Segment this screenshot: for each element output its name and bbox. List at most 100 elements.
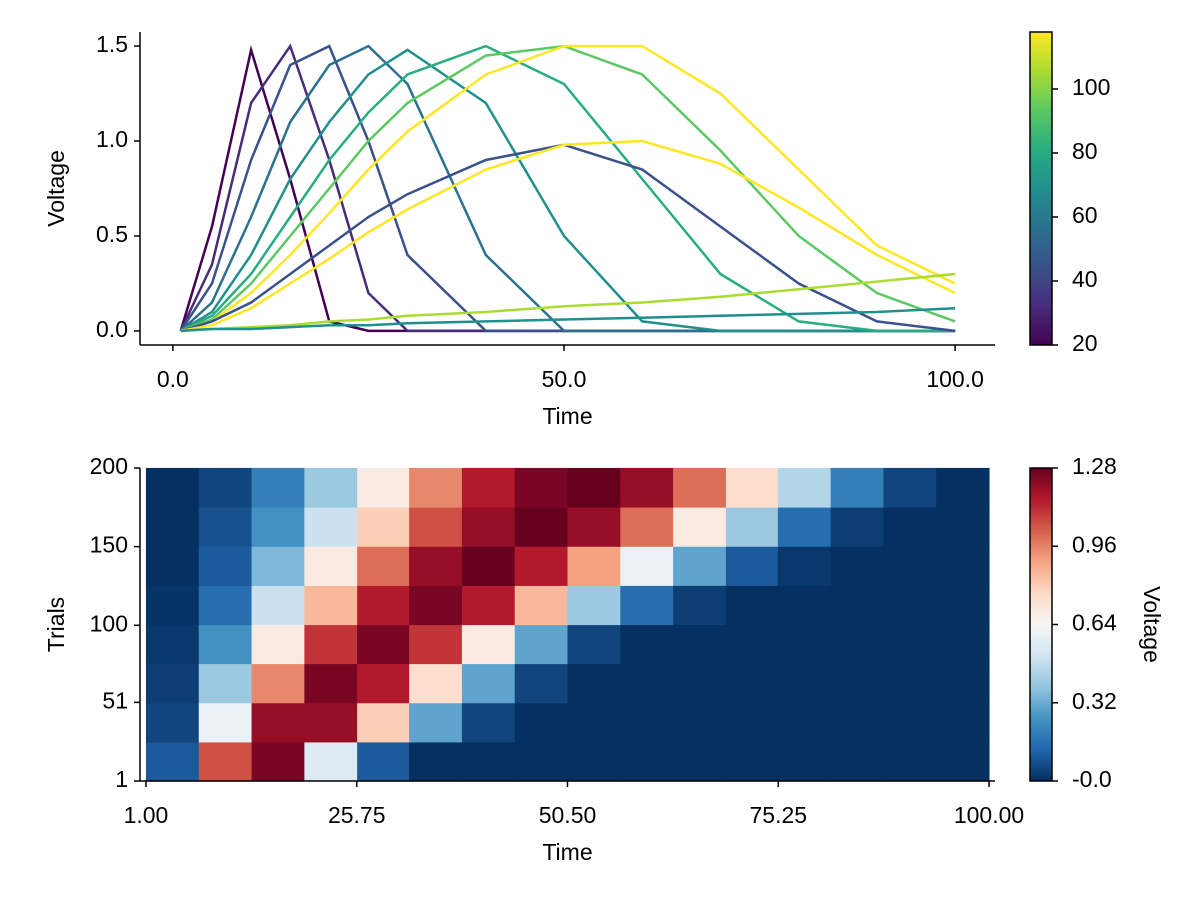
heatmap-cell [357,546,411,586]
heatmap-cell [567,546,621,586]
heatmap-cell [409,624,463,665]
heatmap-cell [514,546,568,586]
y-tick-label: 1.5 [96,31,128,57]
heatmap-cell [777,741,832,782]
heatmap-cell [514,741,568,782]
colorbar-tick-label: 100 [1072,74,1110,100]
data-line [180,44,956,333]
heatmap-cell [620,507,674,547]
y-tick-label: 0.5 [96,221,128,247]
heatmap-cell [567,624,621,665]
y-axis-label: Voltage [43,150,69,227]
colorbar-tick-label: 20 [1072,330,1098,356]
heatmap-cell [198,741,253,782]
heatmap-cell [620,467,674,508]
heatmap-cell [409,702,463,743]
heatmap-cell [461,507,516,547]
heatmap-cell [830,585,884,626]
heatmap-cell [198,663,253,704]
heatmap-cell [409,507,463,547]
heatmap-cell [461,702,516,743]
heatmap-cell [357,467,411,508]
x-axis-label: Time [542,403,592,429]
heatmap-cell [409,663,463,704]
colorbar [1029,467,1053,782]
y-tick-label: 51 [102,687,128,713]
heatmap-cell [567,702,621,743]
colorbar-tick-label: 60 [1072,202,1098,228]
x-tick-label: 100.00 [954,802,1024,828]
heatmap-cell [883,663,937,704]
heatmap-cell [883,702,937,743]
heatmap-cell [251,663,305,704]
heatmap-cell [936,467,990,508]
heatmap-cell [251,467,305,508]
heatmap-cell [673,741,727,782]
heatmap-cell [725,467,780,508]
heatmap-cell [461,663,516,704]
x-tick-label: 1.00 [124,802,169,828]
heatmap-cell [567,741,621,782]
heatmap-cell [304,702,358,743]
heatmap-cell [830,624,884,665]
heatmap-cell [725,702,780,743]
colorbar-tick-label: 0.64 [1072,610,1117,636]
heatmap-cell [357,663,411,704]
data-line [180,44,956,333]
x-axis-label: Time [542,839,592,865]
heatmap-cell [830,507,884,547]
heatmap-cell [725,741,780,782]
heatmap-cell [725,507,780,547]
heatmap-cell [883,467,937,508]
heatmap-cell [567,467,621,508]
heatmap-cell [461,624,516,665]
heatmap-cell [304,546,358,586]
heatmap-cell [251,507,305,547]
heatmap-cell [357,624,411,665]
heatmap-cell [145,507,200,547]
heatmap-cell [673,663,727,704]
heatmap-cell [620,624,674,665]
colorbar [1029,31,1053,346]
heatmap-cell [620,663,674,704]
heatmap-cell [251,702,305,743]
heatmap-cell [777,702,832,743]
heatmap-cell [461,741,516,782]
heatmap-cell [461,546,516,586]
heatmap-cell [198,585,253,626]
heatmap-cell [145,741,200,782]
heatmap-cell [198,507,253,547]
x-tick-label: 50.0 [542,366,587,392]
heatmap-cell [673,507,727,547]
heatmap-cell [145,585,200,626]
heatmap-cell [409,741,463,782]
x-tick-label: 100.0 [926,366,984,392]
heatmap-cell [673,585,727,626]
colorbar-tick-label: -0.0 [1072,766,1112,792]
y-tick-label: 1 [115,766,128,792]
heatmap-cell [304,624,358,665]
data-line [180,44,956,333]
y-tick-label: 100 [90,610,128,636]
heatmap-cell [830,702,884,743]
data-line [180,306,956,333]
x-tick-label: 25.75 [328,802,386,828]
data-line [179,44,956,333]
heatmap-cell [725,585,780,626]
heatmap-cell [883,741,937,782]
heatmap-cell [514,467,568,508]
heatmap-cell [514,663,568,704]
panel [145,467,990,782]
heatmap-cell [936,741,990,782]
heatmap-cell [409,467,463,508]
heatmap-cell [936,702,990,743]
heatmap-cell [514,624,568,665]
x-tick-label: 0.0 [157,366,189,392]
heatmap-cell [830,663,884,704]
heatmap-cell [145,467,200,508]
heatmap-cell [198,467,253,508]
panel [179,43,956,333]
data-line [180,48,956,333]
heatmap-cell [936,507,990,547]
